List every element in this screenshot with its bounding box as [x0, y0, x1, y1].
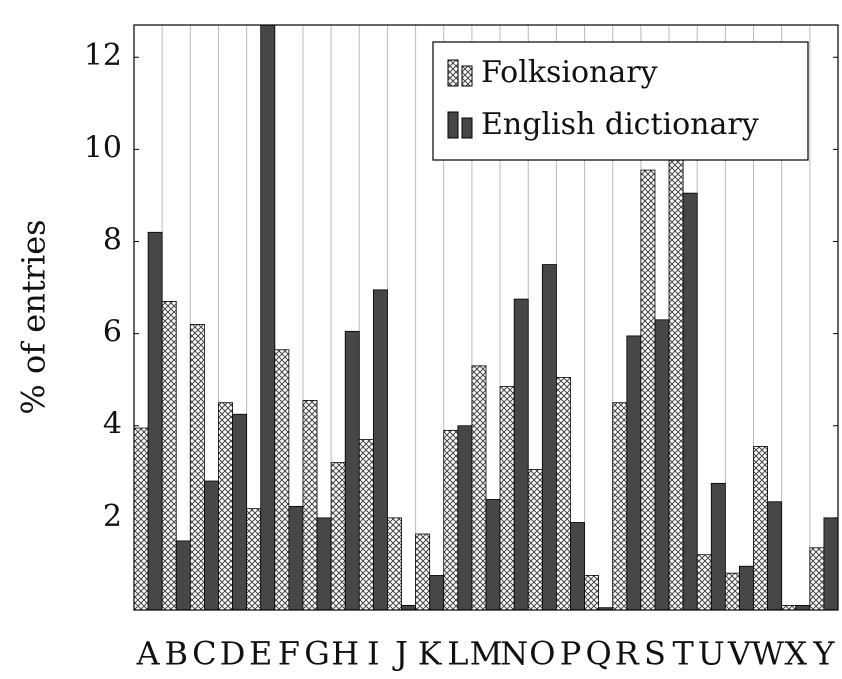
bar — [499, 386, 515, 611]
bar — [781, 604, 797, 611]
y-tick-label: 10 — [84, 130, 122, 165]
bar — [682, 192, 698, 611]
bar — [795, 604, 811, 611]
x-tick-label: G — [304, 635, 330, 673]
legend-swatch — [461, 117, 473, 139]
legend-label: Folksionary — [481, 55, 658, 90]
bar — [710, 482, 726, 611]
bar — [612, 402, 628, 611]
bar — [753, 446, 769, 611]
x-tick-label: V — [727, 635, 752, 673]
x-tick-label: S — [644, 635, 666, 673]
x-tick-label: P — [560, 635, 582, 673]
bar — [147, 231, 163, 611]
x-tick-label: Q — [586, 635, 612, 673]
bar — [203, 480, 219, 611]
bar — [218, 402, 233, 611]
bar — [513, 298, 529, 611]
bar — [429, 575, 445, 611]
x-tick-label: Y — [812, 635, 835, 673]
x-tick-label: E — [249, 635, 272, 673]
bar — [358, 439, 374, 611]
bar — [640, 169, 656, 611]
bar — [485, 499, 501, 611]
y-tick-label: 6 — [103, 315, 122, 350]
x-tick-label: M — [470, 635, 503, 673]
bar — [175, 540, 191, 611]
legend-label: English dictionary — [481, 107, 759, 142]
x-tick-label: B — [164, 635, 188, 673]
bar — [330, 462, 346, 611]
bar — [823, 517, 839, 611]
bar — [161, 300, 177, 611]
bar — [767, 501, 783, 611]
x-tick-label: R — [615, 635, 640, 673]
bar — [316, 517, 332, 611]
bar — [541, 264, 557, 611]
x-tick-label: U — [698, 635, 725, 673]
x-tick-label: W — [751, 635, 784, 673]
legend-swatch — [461, 65, 473, 87]
bar — [288, 505, 304, 611]
bar — [570, 522, 585, 611]
legend-swatch — [447, 59, 459, 87]
y-tick-label: 4 — [103, 407, 122, 442]
bar — [344, 330, 360, 611]
bar — [809, 547, 825, 611]
y-tick-label: 8 — [103, 222, 122, 257]
x-tick-label: L — [447, 635, 468, 673]
bar — [457, 425, 473, 611]
x-tick-label: A — [136, 635, 161, 673]
x-tick-label: O — [529, 635, 555, 673]
bar — [471, 365, 487, 611]
bar — [696, 554, 712, 611]
bar — [372, 289, 388, 611]
bar — [626, 335, 642, 611]
y-tick-label: 12 — [84, 38, 122, 73]
x-tick-label: K — [418, 635, 443, 673]
bar — [387, 517, 402, 611]
plot-frame — [133, 24, 839, 611]
bar — [443, 429, 459, 611]
bar — [274, 349, 290, 611]
legend-swatch — [447, 111, 459, 139]
bar — [302, 400, 318, 611]
bar — [415, 533, 431, 611]
bar — [724, 572, 740, 611]
x-tick-label: F — [278, 635, 300, 673]
x-tick-label: H — [331, 635, 359, 673]
bar — [739, 565, 754, 611]
x-tick-label: N — [500, 635, 528, 673]
y-tick-label: 2 — [103, 499, 122, 534]
x-tick-label: T — [672, 635, 694, 673]
x-tick-label: C — [192, 635, 216, 673]
bar — [246, 508, 262, 611]
bar — [133, 427, 149, 611]
bar — [668, 153, 684, 611]
bar — [584, 575, 600, 611]
bar — [232, 413, 248, 611]
bar — [401, 604, 416, 611]
bar — [654, 319, 670, 611]
bar — [260, 24, 276, 611]
x-tick-label: D — [220, 635, 246, 673]
x-tick-label: X — [784, 635, 807, 673]
y-axis-label: % of entries — [15, 219, 53, 414]
x-tick-label: J — [392, 635, 408, 673]
bar — [189, 324, 205, 611]
legend-box — [432, 41, 809, 161]
bar — [556, 376, 571, 611]
x-tick-label: I — [367, 635, 380, 673]
bar — [527, 469, 543, 611]
